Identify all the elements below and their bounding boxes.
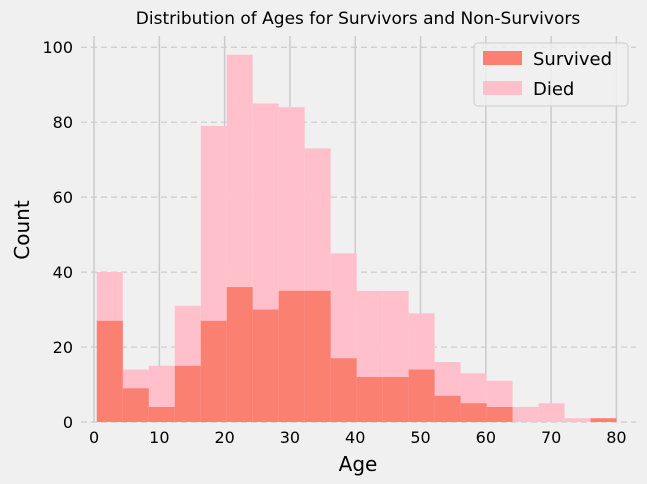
x-tick-label: 60	[476, 428, 496, 447]
survived-bar	[122, 388, 149, 422]
x-tick-label: 70	[541, 428, 561, 447]
x-tick-label: 80	[606, 428, 626, 447]
y-axis-label: Count	[10, 200, 34, 260]
survived-bar	[148, 407, 175, 422]
x-tick-labels: 0 10 20 30 40 50 60 70 80	[89, 428, 627, 447]
y-tick-label: 60	[53, 188, 73, 207]
survived-bar	[330, 358, 357, 422]
survived-bar	[278, 290, 305, 422]
legend-swatch-survived	[483, 51, 522, 65]
survived-bar	[96, 320, 123, 422]
survived-bar	[460, 403, 487, 422]
died-bar	[564, 418, 591, 422]
survived-bar	[486, 407, 513, 422]
survived-bar	[304, 290, 331, 422]
x-tick-label: 30	[280, 428, 300, 447]
chart-title: Distribution of Ages for Survivors and N…	[136, 9, 581, 29]
legend-label-died: Died	[533, 79, 574, 100]
legend: Survived Died	[473, 42, 629, 107]
survived-bar	[382, 377, 409, 422]
survived-bar	[252, 309, 279, 422]
survived-bar	[590, 418, 617, 422]
x-tick-label: 50	[410, 428, 430, 447]
died-bar	[538, 403, 565, 422]
survived-bar	[356, 377, 383, 422]
x-tick-label: 10	[149, 428, 169, 447]
legend-label-survived: Survived	[533, 49, 612, 70]
survived-bar	[408, 369, 435, 422]
y-tick-label: 0	[63, 413, 73, 432]
y-tick-label: 100	[42, 38, 73, 57]
y-tick-labels: 0 20 40 60 80 100	[42, 38, 73, 432]
y-tick-label: 80	[53, 113, 73, 132]
x-tick-label: 40	[345, 428, 365, 447]
x-axis-label: Age	[339, 452, 378, 476]
survived-bar	[174, 365, 201, 422]
died-bar	[512, 407, 539, 422]
x-tick-label: 0	[89, 428, 99, 447]
y-tick-label: 40	[53, 263, 73, 282]
survived-bars	[96, 287, 617, 422]
x-tick-label: 20	[214, 428, 234, 447]
y-tick-label: 20	[53, 338, 73, 357]
survived-bar	[226, 287, 253, 422]
legend-swatch-died	[483, 81, 522, 95]
survived-bar	[434, 395, 461, 422]
survived-bar	[200, 320, 227, 422]
